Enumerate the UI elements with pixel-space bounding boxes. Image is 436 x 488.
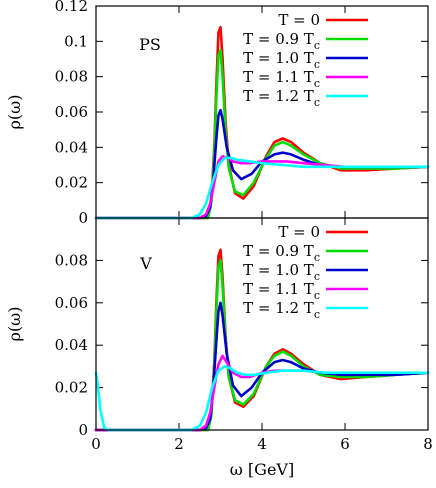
x-tick-label: 0 (91, 435, 101, 453)
legend-entry-4: T = 1.2 Tc (243, 299, 320, 321)
legend-entry-3: T = 1.1 Tc (243, 68, 320, 90)
y-tick-label: 0.08 (55, 251, 88, 269)
legend-entry-4: T = 1.2 Tc (243, 87, 320, 109)
legend-subscript: c (314, 58, 320, 71)
x-tick-label: 8 (423, 435, 433, 453)
legend-entry-1: T = 0.9 Tc (243, 30, 320, 52)
panel-label: PS (139, 35, 161, 54)
series-line-2 (94, 301, 430, 432)
series-line-3 (94, 354, 430, 432)
plot-frame (95, 217, 429, 431)
y-tick-label: 0.12 (55, 0, 88, 15)
y-tick-label: 0.06 (55, 294, 88, 312)
ps-panel: 0 0.02 0.04 0.06 0.08 0.1 0.12 PS ρ(ω) T = 0T = 0… (5, 0, 430, 227)
x-tick-label: 6 (340, 435, 350, 453)
legend-entry-2: T = 1.0 Tc (243, 49, 320, 71)
y-tick-label: 0.02 (55, 174, 88, 192)
series-line-4 (94, 365, 430, 432)
y-tick-label: 0.04 (55, 138, 88, 156)
v-panel: 0 0.02 0.04 0.06 0.08 0 2 4 6 8 Vρ(ω) T = 0T = 0.9 … (5, 217, 433, 453)
legend-entry-3: T = 1.1 Tc (243, 280, 320, 302)
y-tick-label: 0.08 (55, 68, 88, 86)
legend-subscript: c (314, 39, 320, 52)
legend-subscript: c (314, 289, 320, 302)
legend-entry-0: T = 0 (278, 223, 320, 241)
y-tick-label: 0 (78, 209, 88, 227)
legend-entry-1: T = 0.9 Tc (243, 242, 320, 264)
y-tick-label: 0.1 (64, 32, 88, 50)
y-axis-label: ρ(ω) (5, 307, 24, 342)
x-tick-label: 4 (257, 435, 267, 453)
x-tick-label: 2 (174, 435, 184, 453)
legend-entry-2: T = 1.0 Tc (243, 261, 320, 283)
legend-entry-0: T = 0 (278, 11, 320, 29)
y-axis-label: ρ(ω) (5, 95, 24, 130)
series-line-3 (94, 154, 430, 220)
legend-subscript: c (314, 77, 320, 90)
series-line-4 (94, 156, 430, 220)
y-tick-label: 0.04 (55, 336, 88, 354)
legend-subscript: c (314, 308, 320, 321)
y-tick-label: 0 (78, 421, 88, 439)
y-tick-label: 0.06 (55, 103, 88, 121)
legend-subscript: c (314, 251, 320, 264)
panel-label: V (139, 254, 152, 273)
x-axis-label: ω [GeV] (230, 460, 294, 479)
y-tick-label: 0.02 (55, 379, 88, 397)
legend-subscript: c (314, 270, 320, 283)
legend-subscript: c (314, 96, 320, 109)
